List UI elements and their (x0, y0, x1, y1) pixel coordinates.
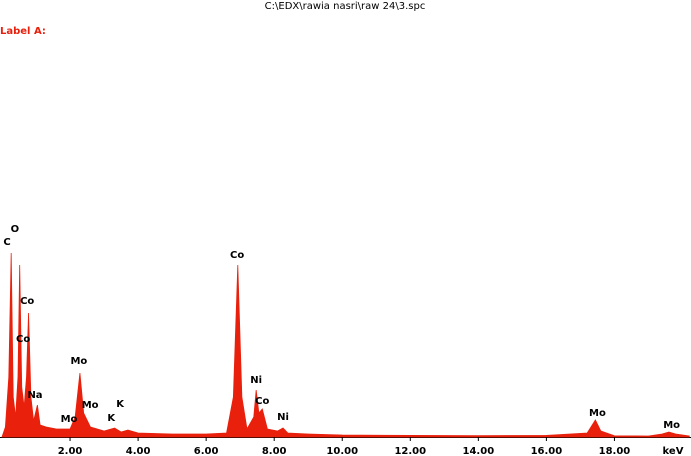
peak-label: Mo (61, 414, 78, 425)
peak-label: Co (16, 334, 30, 345)
x-tick-label: 14.00 (463, 446, 495, 456)
peak-label: Co (230, 250, 244, 261)
peak-label: Co (255, 396, 269, 407)
x-tick-label: 10.00 (326, 446, 358, 456)
peak-label: Co (20, 296, 34, 307)
x-tick-label: 18.00 (599, 446, 631, 456)
x-tick-label: 2.00 (58, 446, 83, 456)
x-axis-label: keV (663, 446, 684, 456)
x-tick-label: 6.00 (194, 446, 219, 456)
peak-label: O (11, 224, 20, 235)
peak-label: Mo (70, 356, 87, 367)
label-a: Label A: (0, 26, 46, 37)
peak-label: Mo (82, 400, 99, 411)
peak-label: K (116, 399, 125, 410)
x-tick-label: 12.00 (394, 446, 426, 456)
peak-label: Mo (663, 420, 680, 431)
x-tick-label: 4.00 (126, 446, 151, 456)
peak-label: Na (27, 390, 42, 401)
x-tick-label: 16.00 (531, 446, 563, 456)
peak-label: Ni (250, 375, 262, 386)
spectrum (1, 252, 690, 438)
chart-title: C:\EDX\rawia nasri\raw 24\3.spc (265, 1, 426, 12)
peak-label: K (107, 413, 116, 424)
x-tick-label: 8.00 (262, 446, 287, 456)
peak-label: C (3, 237, 10, 248)
peak-label: Ni (277, 412, 289, 423)
peak-label: Mo (589, 408, 606, 419)
